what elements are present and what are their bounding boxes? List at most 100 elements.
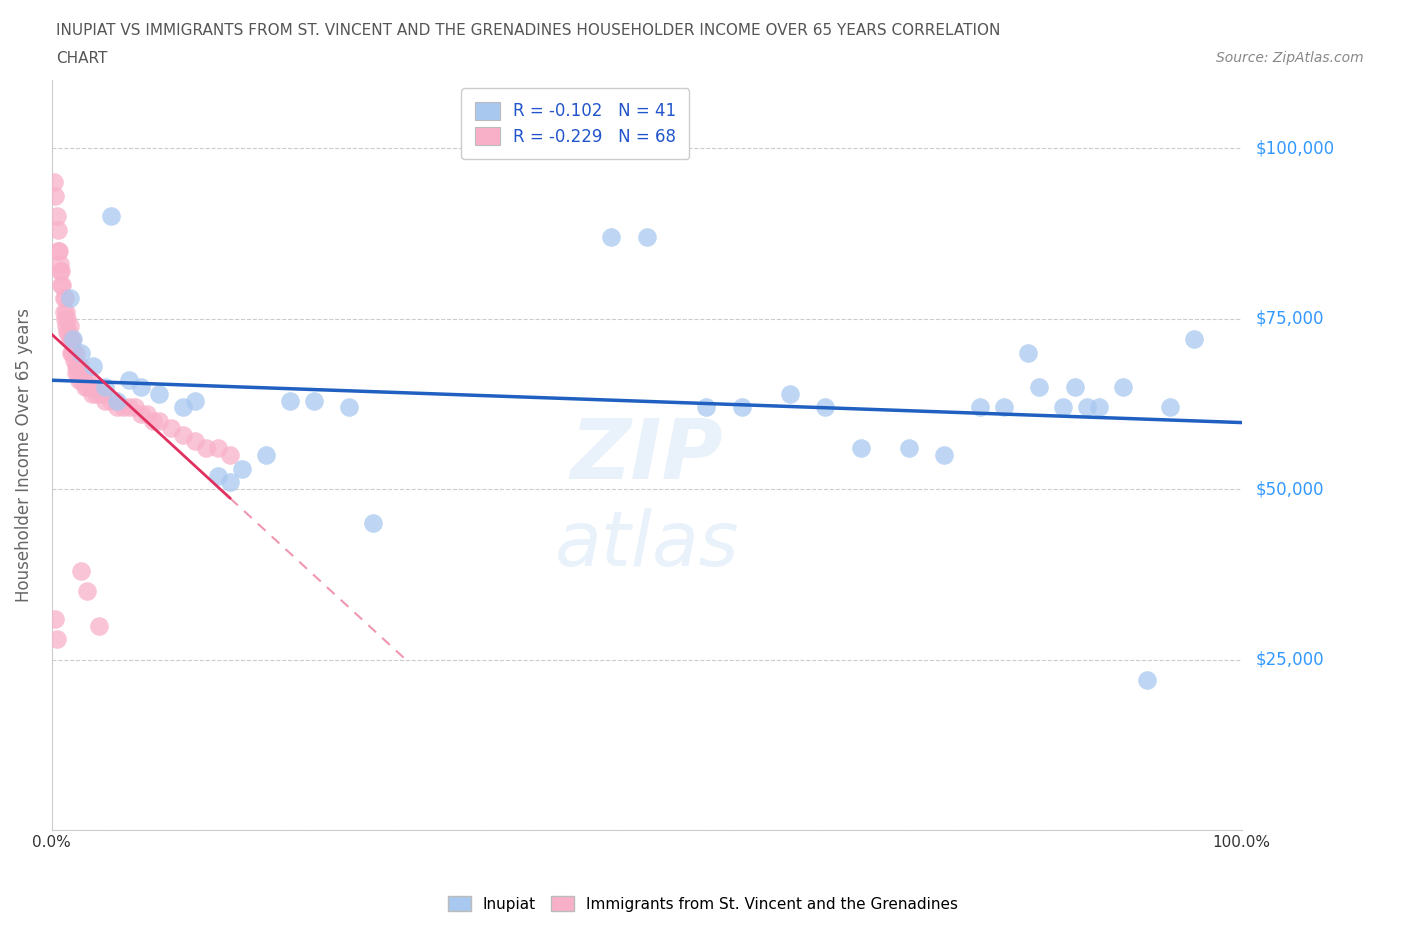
Point [76, 373, 98, 388]
Point [63, 352, 86, 367]
Point [172, 427, 194, 442]
Point [183, 434, 205, 449]
Point [49, 257, 72, 272]
Point [207, 441, 229, 456]
Point [779, 386, 801, 401]
Point [1052, 400, 1074, 415]
Point [105, 393, 128, 408]
Point [136, 406, 159, 421]
Point [89, 618, 111, 633]
Point [46, 222, 69, 237]
Point [361, 516, 384, 531]
Point [112, 400, 135, 415]
Point [1017, 345, 1039, 360]
Point [1135, 672, 1157, 687]
Point [118, 400, 141, 415]
Point [1076, 400, 1098, 415]
Text: $25,000: $25,000 [1256, 651, 1324, 669]
Point [59, 291, 82, 306]
Point [66, 359, 89, 374]
Point [105, 400, 128, 415]
Point [82, 359, 104, 374]
Point [1112, 379, 1135, 394]
Point [51, 277, 73, 292]
Point [148, 386, 170, 401]
Point [84, 386, 107, 401]
Point [1064, 379, 1087, 394]
Point [75, 379, 97, 394]
Point [969, 400, 991, 415]
Point [60, 332, 83, 347]
Text: $75,000: $75,000 [1256, 310, 1324, 327]
Point [42, 175, 65, 190]
Point [695, 400, 717, 415]
Point [79, 379, 101, 394]
Point [56, 312, 79, 326]
Point [934, 447, 956, 462]
Point [70, 564, 93, 578]
Point [58, 325, 80, 339]
Point [56, 325, 79, 339]
Point [172, 400, 194, 415]
Point [52, 291, 75, 306]
Point [94, 379, 117, 394]
Point [849, 441, 872, 456]
Point [59, 318, 82, 333]
Point [82, 386, 104, 401]
Point [59, 332, 82, 347]
Y-axis label: Householder Income Over 65 years: Householder Income Over 65 years [15, 308, 32, 602]
Point [94, 393, 117, 408]
Point [90, 386, 112, 401]
Point [44, 611, 66, 626]
Point [70, 373, 93, 388]
Point [731, 400, 754, 415]
Point [129, 379, 152, 394]
Point [207, 468, 229, 483]
Point [62, 345, 84, 360]
Point [129, 406, 152, 421]
Point [89, 379, 111, 394]
Point [1159, 400, 1181, 415]
Point [46, 243, 69, 258]
Point [219, 475, 242, 490]
Point [59, 345, 82, 360]
Point [195, 441, 218, 456]
Text: Source: ZipAtlas.com: Source: ZipAtlas.com [1216, 51, 1364, 65]
Text: $50,000: $50,000 [1256, 480, 1324, 498]
Point [66, 365, 89, 380]
Point [302, 393, 325, 408]
Point [82, 379, 104, 394]
Text: ZIP: ZIP [571, 415, 723, 496]
Text: INUPIAT VS IMMIGRANTS FROM ST. VINCENT AND THE GRENADINES HOUSEHOLDER INCOME OVE: INUPIAT VS IMMIGRANTS FROM ST. VINCENT A… [56, 23, 1001, 38]
Point [69, 359, 91, 374]
Point [65, 345, 87, 360]
Point [231, 461, 253, 476]
Point [76, 584, 98, 599]
Point [65, 365, 87, 380]
Point [142, 414, 165, 429]
Point [55, 318, 77, 333]
Point [100, 209, 122, 224]
Text: atlas: atlas [554, 508, 740, 582]
Text: $100,000: $100,000 [1256, 140, 1334, 157]
Point [53, 291, 76, 306]
Point [62, 332, 84, 347]
Point [52, 304, 75, 319]
Point [72, 365, 94, 380]
Point [76, 379, 98, 394]
Point [1028, 379, 1050, 394]
Point [219, 447, 242, 462]
Text: CHART: CHART [56, 51, 108, 66]
Point [45, 631, 67, 646]
Point [993, 400, 1015, 415]
Point [118, 373, 141, 388]
Point [600, 230, 623, 245]
Point [48, 243, 70, 258]
Point [60, 345, 83, 360]
Point [159, 420, 181, 435]
Point [53, 312, 76, 326]
Legend: Inupiat, Immigrants from St. Vincent and the Grenadines: Inupiat, Immigrants from St. Vincent and… [441, 889, 965, 918]
Point [183, 393, 205, 408]
Point [55, 304, 77, 319]
Point [45, 209, 67, 224]
